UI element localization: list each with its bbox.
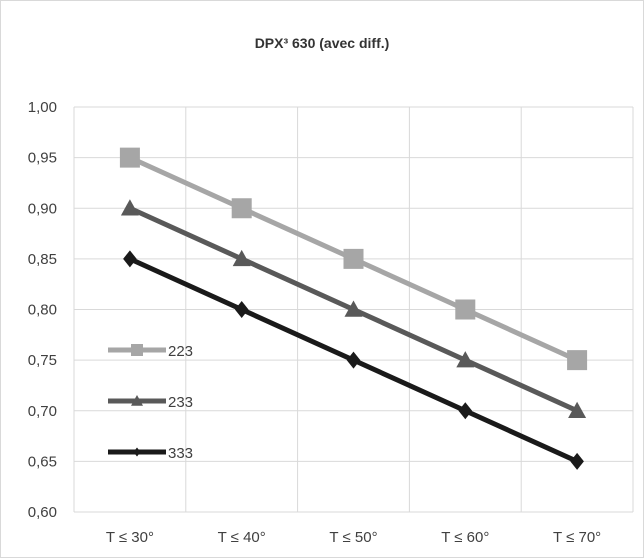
y-tick-label: 0,90 [28,200,57,217]
y-tick-label: 0,85 [28,251,57,268]
data-point-233 [120,199,139,216]
x-tick-label: T ≤ 40° [218,529,266,546]
x-tick-label: T ≤ 30° [106,529,154,546]
legend-marker-333 [133,447,141,457]
legend: 223 233 333 [108,343,193,462]
x-tick-label: T ≤ 50° [329,529,377,546]
data-point-233 [568,401,587,418]
x-tick-label: T ≤ 70° [553,529,601,546]
y-tick-label: 0,60 [28,504,57,521]
y-tick-label: 1,00 [28,99,57,116]
y-axis-ticks: 0,60 0,65 0,70 0,75 0,80 0,85 0,90 0,95 1,00 [28,99,57,521]
data-point-233 [232,249,251,267]
y-tick-label: 0,80 [28,302,57,319]
data-point-233 [456,351,475,368]
legend-label: 233 [168,394,193,411]
data-point-333 [234,301,249,318]
data-point-333 [346,351,361,369]
x-tick-label: T ≤ 60° [441,529,489,546]
data-point-223 [231,198,252,219]
legend-label: 333 [168,445,193,462]
legend-marker-223 [131,344,143,356]
y-tick-label: 0,65 [28,453,57,470]
data-point-333 [458,402,473,420]
data-point-223 [343,248,364,269]
legend-label: 223 [168,343,193,360]
chart-title: DPX³ 630 (avec diff.) [255,35,390,51]
series-group [119,147,588,470]
data-point-223 [119,147,140,168]
y-tick-label: 0,75 [28,352,57,369]
data-point-223 [567,350,588,371]
data-point-333 [123,250,137,268]
data-point-233 [344,300,363,317]
legend-marker-233 [131,395,143,406]
y-tick-label: 0,95 [28,150,57,167]
y-tick-label: 0,70 [28,403,57,420]
x-axis-ticks: T ≤ 30° T ≤ 40° T ≤ 50° T ≤ 60° T ≤ 70° [106,529,601,546]
data-point-333 [570,452,584,470]
data-point-223 [455,299,476,320]
